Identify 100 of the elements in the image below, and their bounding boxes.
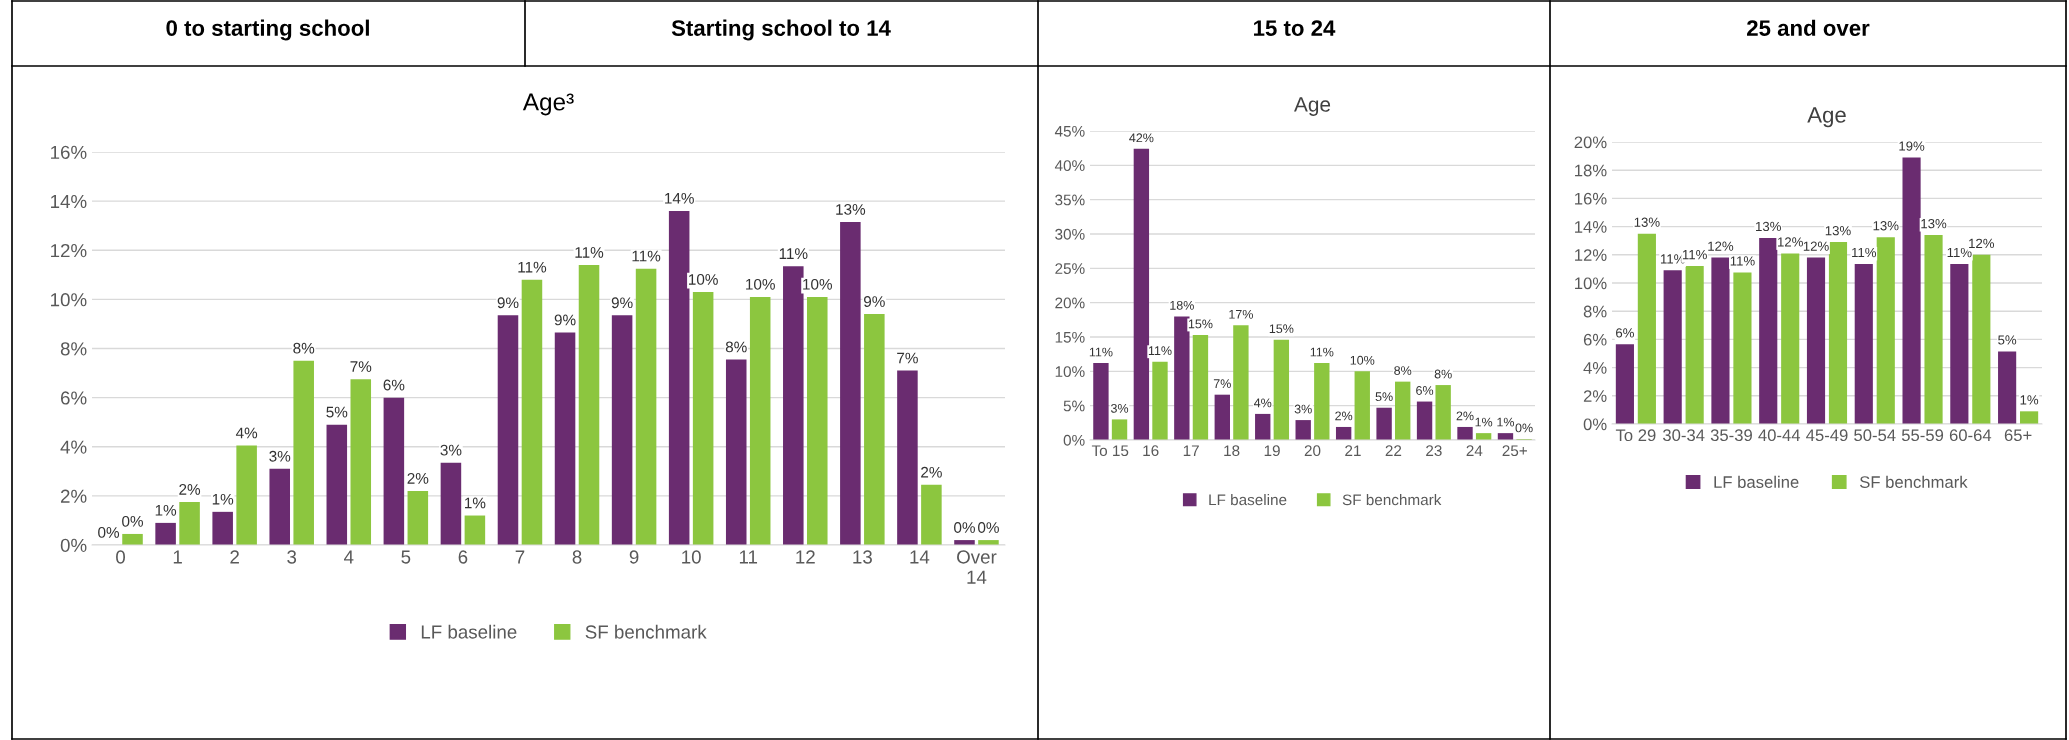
data-label: 9% <box>864 296 885 307</box>
y-tick-label: 5% <box>1063 400 1085 412</box>
x-tick-label: 4 <box>344 550 354 564</box>
x-tick-label: 65+ <box>2004 429 2032 442</box>
x-tick-label: Over 14 <box>957 550 997 584</box>
data-label: 5% <box>326 406 348 418</box>
y-tick-label: 16% <box>1575 192 1607 205</box>
data-label: 11% <box>1682 250 1707 260</box>
legend-label: SF benchmark <box>1342 494 1442 506</box>
x-tick-label: 17 <box>1183 445 1199 456</box>
data-label: 18% <box>1170 300 1194 310</box>
y-tick-label: 10% <box>1575 277 1607 290</box>
x-tick-label: 3 <box>287 550 297 564</box>
data-label: 1% <box>1475 417 1493 427</box>
x-tick-label: 5 <box>401 550 411 564</box>
y-tick-label: 45% <box>1054 125 1085 137</box>
text: 25 and over <box>1747 19 1870 36</box>
data-label: 0% <box>978 522 999 533</box>
data-label: 11% <box>1852 247 1877 258</box>
x-tick-label: 23 <box>1426 445 1442 457</box>
data-label: 12% <box>1778 237 1803 247</box>
x-tick-label: 18 <box>1224 445 1240 457</box>
legend-label: SF benchmark <box>585 624 707 639</box>
data-label: 7% <box>1213 379 1231 388</box>
data-label: 11% <box>1947 247 1972 258</box>
x-tick-label: 1 <box>173 550 182 564</box>
data-label: 13% <box>1756 221 1781 232</box>
x-tick-label: 55-59 <box>1901 429 1944 442</box>
y-tick-label: 20% <box>1055 297 1085 309</box>
x-tick-label: 21 <box>1345 445 1361 456</box>
data-label: 1% <box>1497 417 1515 427</box>
x-tick-label: 22 <box>1385 445 1402 456</box>
x-tick-label: 7 <box>515 550 525 564</box>
data-label: 11% <box>1089 347 1113 357</box>
x-tick-label: 9 <box>629 550 639 564</box>
y-tick-label: 40% <box>1054 160 1085 172</box>
y-tick-label: 30% <box>1055 228 1085 240</box>
data-label: 15% <box>1269 324 1294 334</box>
data-label: 13% <box>1921 218 1947 229</box>
data-label: 13% <box>1873 221 1899 231</box>
y-tick-label: 4% <box>60 440 87 454</box>
data-label: 4% <box>235 427 258 439</box>
data-label: 8% <box>1394 366 1412 375</box>
chart-title: Age <box>1294 97 1331 116</box>
data-label: 11% <box>1730 256 1755 266</box>
data-label: 10% <box>689 274 718 285</box>
data-label: 42% <box>1129 133 1154 143</box>
data-label: 6% <box>1416 386 1434 395</box>
data-label: 13% <box>1634 217 1660 227</box>
y-tick-label: 20% <box>1574 136 1607 149</box>
y-tick-label: 14% <box>51 194 87 209</box>
x-tick-label: 35-39 <box>1710 429 1752 442</box>
data-label: 10% <box>1350 355 1375 365</box>
data-label: 12% <box>1803 241 1829 251</box>
data-label: 11% <box>779 248 808 259</box>
legend-label: LF baseline <box>1209 494 1287 506</box>
y-tick-label: 14% <box>1575 221 1607 233</box>
data-label: 19% <box>1899 141 1925 151</box>
x-tick-label: 14 <box>910 550 930 564</box>
y-tick-label: 25% <box>1055 263 1085 275</box>
text: Starting school to 14 <box>671 19 891 41</box>
data-label: 2% <box>179 484 201 495</box>
legend-label: SF benchmark <box>1859 475 1968 488</box>
data-label: 0% <box>122 515 144 527</box>
data-label: 2% <box>407 472 429 484</box>
data-label: 12% <box>1708 241 1734 251</box>
y-tick-label: 12% <box>51 243 87 258</box>
data-label: 5% <box>1998 335 2017 345</box>
data-label: 13% <box>1825 225 1851 236</box>
text: 15 to 24 <box>1254 20 1336 36</box>
data-label: 13% <box>836 204 866 215</box>
x-tick-label: 19 <box>1264 445 1280 457</box>
data-label: 10% <box>803 278 833 290</box>
y-tick-label: 2% <box>1583 390 1607 402</box>
y-tick-label: 8% <box>1583 305 1607 318</box>
data-label: 9% <box>554 314 576 326</box>
chart-title: Age <box>1807 107 1846 128</box>
data-label: 9% <box>611 297 633 309</box>
x-tick-label: 25+ <box>1502 445 1527 457</box>
data-label: 15% <box>1188 319 1213 329</box>
legend-label: LF baseline <box>1714 475 1799 488</box>
x-tick-label: 6 <box>458 550 468 564</box>
data-label: 11% <box>632 250 661 262</box>
x-tick-label: To 29 <box>1615 429 1656 442</box>
x-tick-label: 11 <box>739 550 758 564</box>
text: 0 to starting school <box>166 19 369 41</box>
data-label: 10% <box>746 278 775 290</box>
data-label: 1% <box>465 497 486 509</box>
data-label: 2% <box>1335 411 1353 421</box>
x-tick-label: 2 <box>230 550 239 564</box>
data-label: 2% <box>921 466 942 478</box>
data-label: 11% <box>1148 346 1172 356</box>
x-tick-label: 12 <box>796 550 815 564</box>
y-tick-label: 10% <box>51 293 87 307</box>
y-tick-label: 8% <box>60 342 87 356</box>
y-tick-label: 6% <box>1583 333 1607 346</box>
data-label: 8% <box>1434 369 1452 379</box>
data-label: 11% <box>575 247 604 258</box>
data-label: 6% <box>1616 328 1634 338</box>
y-tick-label: 16% <box>51 145 87 159</box>
